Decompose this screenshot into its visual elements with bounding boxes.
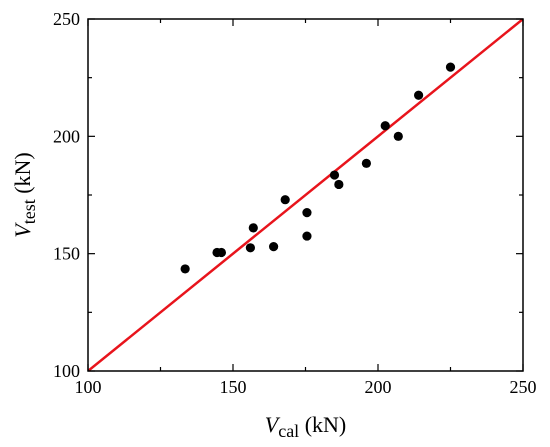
x-axis-label: Vcal (kN) — [265, 412, 346, 441]
data-point-4 — [245, 243, 255, 253]
data-point-1 — [180, 264, 190, 274]
data-point-8 — [302, 208, 312, 218]
data-point-5 — [248, 223, 258, 233]
y-tick-label: 150 — [53, 244, 80, 264]
data-point-15 — [414, 90, 424, 100]
y-axis-label-unit: (kN) — [10, 152, 35, 199]
y-tick-label: 100 — [53, 361, 80, 381]
y-tick-label: 200 — [53, 126, 80, 146]
data-point-9 — [302, 231, 312, 241]
reference-line-1-to-1 — [88, 19, 523, 371]
data-point-12 — [361, 158, 371, 168]
x-tick-label: 250 — [510, 377, 537, 397]
data-point-6 — [269, 242, 279, 252]
x-axis-label-unit: (kN) — [299, 412, 346, 437]
x-axis-label-var: V — [265, 412, 281, 437]
y-axis-label-var: V — [10, 222, 35, 238]
data-point-10 — [329, 170, 340, 180]
data-point-16 — [445, 62, 456, 72]
data-point-3 — [216, 247, 226, 258]
data-point-7 — [280, 195, 290, 205]
x-tick-label: 100 — [75, 377, 102, 397]
x-axis-label-sub: cal — [278, 421, 299, 441]
y-axis-label: Vtest (kN) — [10, 152, 39, 238]
x-tick-label: 200 — [365, 377, 392, 397]
x-tick-label: 150 — [220, 377, 247, 397]
data-point-11 — [334, 179, 344, 190]
data-point-14 — [393, 131, 403, 141]
y-axis-label-sub: test — [19, 199, 39, 224]
data-point-13 — [380, 121, 390, 131]
y-tick-label: 250 — [53, 9, 80, 29]
